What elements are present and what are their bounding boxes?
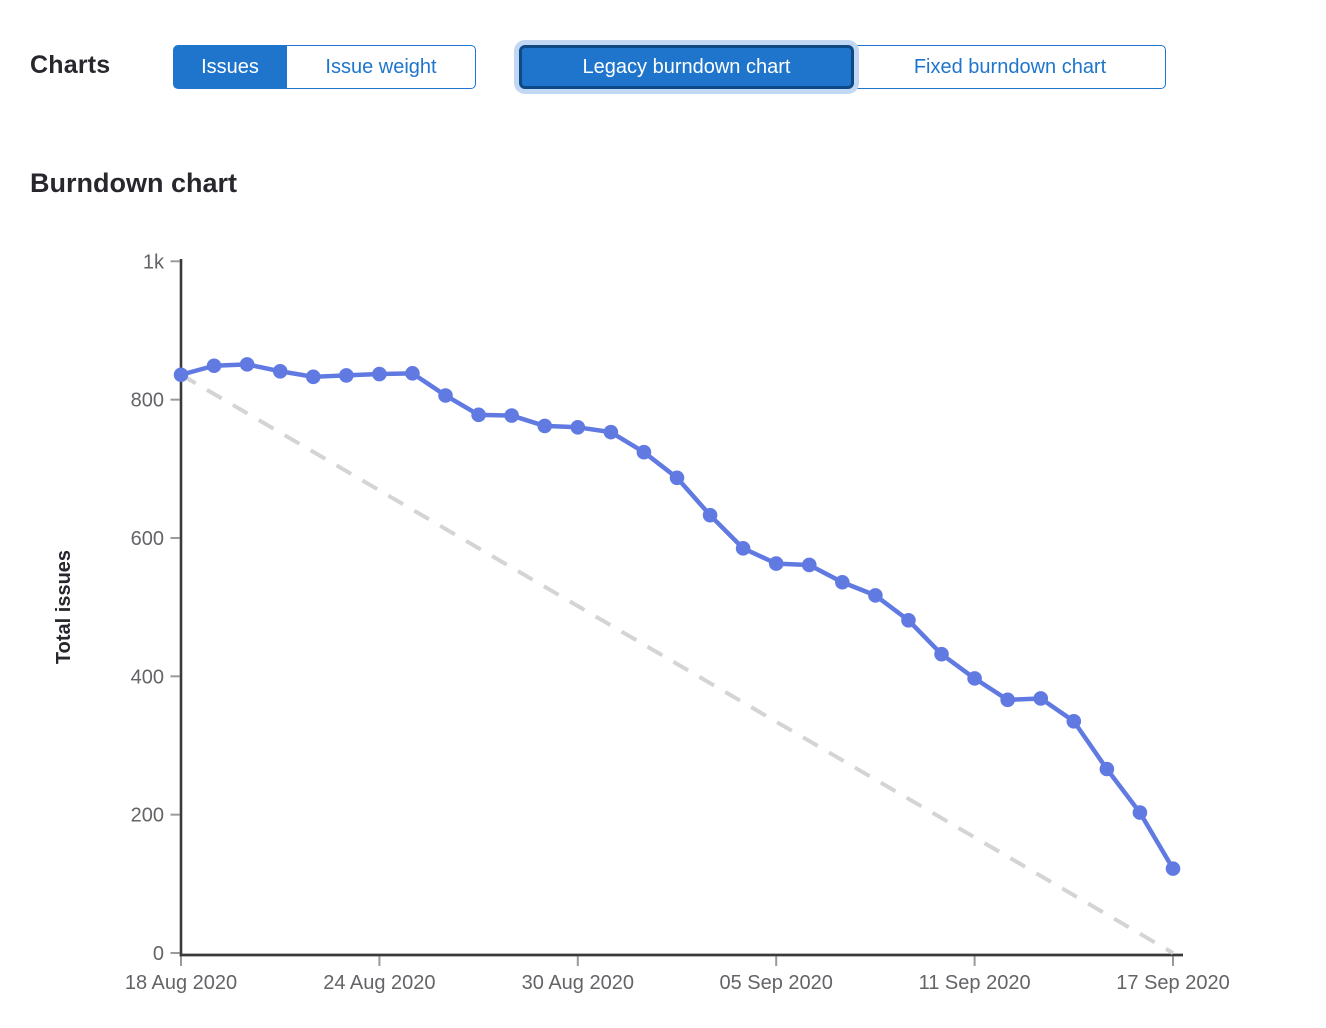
burndown-data-point[interactable] bbox=[504, 408, 519, 423]
y-tick-label: 400 bbox=[131, 666, 164, 688]
x-tick-label: 18 Aug 2020 bbox=[125, 972, 237, 994]
y-tick-label: 200 bbox=[131, 805, 164, 827]
burndown-data-point[interactable] bbox=[537, 418, 553, 434]
y-axis-title: Total issues bbox=[53, 550, 75, 664]
x-tick-label: 24 Aug 2020 bbox=[323, 972, 435, 994]
issue-weight-toggle-button[interactable]: Issue weight bbox=[286, 45, 476, 89]
page-title: Burndown chart bbox=[30, 168, 237, 198]
burndown-data-point[interactable] bbox=[1132, 805, 1148, 820]
burndown-line bbox=[178, 362, 1176, 871]
x-tick-label: 05 Sep 2020 bbox=[719, 972, 832, 994]
metric-toggle-group: Issues Issue weight bbox=[173, 45, 476, 89]
burndown-data-point[interactable] bbox=[272, 363, 288, 379]
burndown-data-point[interactable] bbox=[636, 444, 652, 460]
burndown-data-point[interactable] bbox=[967, 671, 982, 686]
burndown-data-point[interactable] bbox=[934, 646, 949, 662]
y-tick-label: 600 bbox=[131, 528, 164, 550]
burndown-data-point[interactable] bbox=[901, 612, 916, 628]
issues-toggle-button[interactable]: Issues bbox=[173, 45, 286, 89]
burndown-data-point[interactable] bbox=[1033, 691, 1049, 706]
burndown-data-point[interactable] bbox=[835, 574, 850, 590]
burndown-data-point[interactable] bbox=[669, 470, 685, 486]
guideline bbox=[179, 373, 1175, 955]
burndown-data-point[interactable] bbox=[603, 424, 619, 440]
legacy-burndown-chart-button[interactable]: Legacy burndown chart bbox=[519, 45, 854, 89]
burndown-data-point[interactable] bbox=[339, 368, 354, 383]
x-tick-label: 11 Sep 2020 bbox=[919, 972, 1031, 994]
y-tick-label: 0 bbox=[153, 943, 164, 965]
burndown-data-point[interactable] bbox=[305, 369, 321, 385]
chart-type-toggle-group: Legacy burndown chart Fixed burndown cha… bbox=[519, 45, 1166, 89]
burndown-data-point[interactable] bbox=[702, 507, 718, 523]
burndown-data-point[interactable] bbox=[1066, 713, 1082, 729]
x-tick-label: 30 Aug 2020 bbox=[522, 972, 634, 994]
burndown-data-point[interactable] bbox=[372, 366, 387, 382]
x-tick-label: 17 Sep 2020 bbox=[1116, 972, 1229, 994]
burndown-data-point[interactable] bbox=[868, 588, 883, 603]
burndown-data-point[interactable] bbox=[206, 358, 222, 374]
burndown-data-point[interactable] bbox=[801, 557, 817, 573]
burndown-data-point[interactable] bbox=[768, 556, 784, 571]
y-tick-label: 800 bbox=[131, 390, 164, 412]
burndown-data-point[interactable] bbox=[405, 366, 420, 381]
y-tick-label: 1k bbox=[143, 251, 165, 273]
burndown-data-point[interactable] bbox=[570, 420, 586, 435]
burndown-data-point[interactable] bbox=[1165, 861, 1181, 876]
burndown-data-point[interactable] bbox=[1099, 761, 1115, 777]
burndown-data-point[interactable] bbox=[1000, 692, 1015, 708]
burndown-data-point[interactable] bbox=[471, 407, 486, 423]
burndown-data-point[interactable] bbox=[735, 541, 751, 556]
burndown-data-point[interactable] bbox=[438, 388, 453, 403]
burndown-data-point[interactable] bbox=[173, 367, 189, 383]
burndown-data-point[interactable] bbox=[239, 357, 255, 372]
fixed-burndown-chart-button[interactable]: Fixed burndown chart bbox=[854, 45, 1166, 89]
charts-section-label: Charts bbox=[30, 51, 111, 79]
